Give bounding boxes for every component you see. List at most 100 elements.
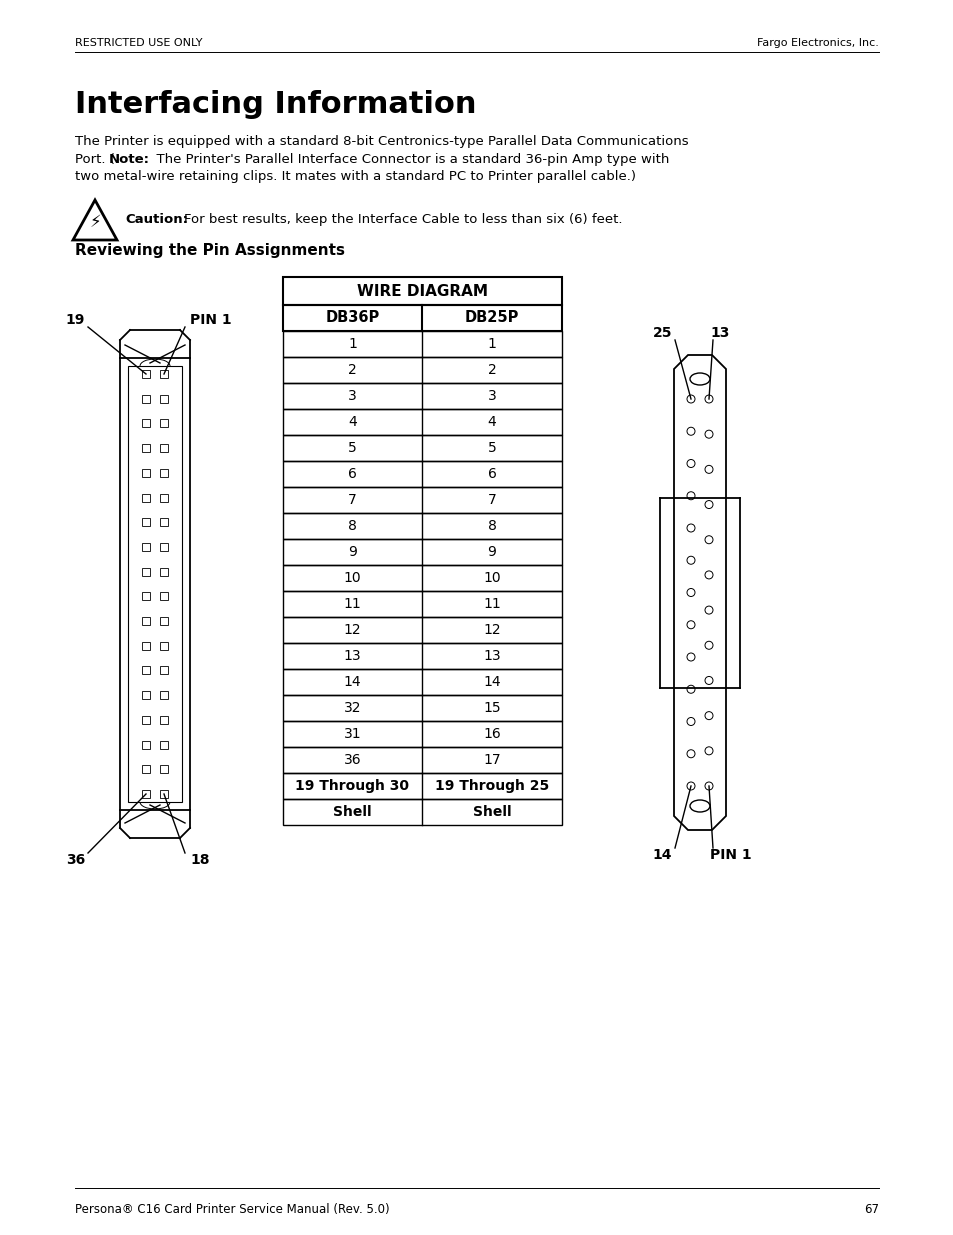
Bar (160, 519, 168, 526)
Text: 19: 19 (66, 312, 85, 327)
Text: 9: 9 (348, 545, 356, 559)
Bar (283, 618, 561, 643)
Text: 7: 7 (487, 493, 496, 508)
Text: 19 Through 25: 19 Through 25 (435, 779, 549, 793)
Text: ⚡: ⚡ (89, 212, 101, 231)
Text: 6: 6 (487, 467, 496, 480)
Text: 2: 2 (348, 363, 356, 377)
Text: Shell: Shell (472, 805, 511, 819)
Bar (160, 543, 168, 551)
Bar (283, 695, 561, 721)
Text: PIN 1: PIN 1 (709, 848, 751, 862)
Bar (160, 618, 168, 625)
Bar (160, 445, 168, 452)
Bar (160, 667, 168, 674)
Text: 14: 14 (652, 848, 671, 862)
Bar (142, 494, 150, 501)
Text: 36: 36 (343, 753, 361, 767)
Text: 12: 12 (482, 622, 500, 637)
Bar (142, 741, 150, 748)
Text: 8: 8 (487, 519, 496, 534)
Text: Fargo Electronics, Inc.: Fargo Electronics, Inc. (757, 38, 878, 48)
Bar (283, 513, 561, 538)
Bar (283, 305, 561, 331)
Text: Reviewing the Pin Assignments: Reviewing the Pin Assignments (75, 243, 345, 258)
Bar (283, 669, 561, 695)
Bar (142, 790, 150, 798)
Bar (283, 592, 561, 618)
Text: 6: 6 (348, 467, 356, 480)
Bar (128, 366, 182, 802)
Bar (142, 667, 150, 674)
Text: 5: 5 (348, 441, 356, 454)
Text: 3: 3 (487, 389, 496, 403)
Text: WIRE DIAGRAM: WIRE DIAGRAM (356, 284, 488, 299)
Text: 36: 36 (66, 853, 85, 867)
Bar (283, 331, 561, 357)
Bar (142, 543, 150, 551)
Bar (283, 461, 561, 487)
Text: 8: 8 (348, 519, 356, 534)
Bar (283, 721, 561, 747)
Text: Persona® C16 Card Printer Service Manual (Rev. 5.0): Persona® C16 Card Printer Service Manual… (75, 1203, 389, 1216)
Text: 19 Through 30: 19 Through 30 (295, 779, 409, 793)
Text: 5: 5 (487, 441, 496, 454)
Bar (160, 420, 168, 427)
Text: 11: 11 (343, 597, 361, 611)
Bar (283, 277, 561, 305)
Text: Shell: Shell (333, 805, 372, 819)
Text: 9: 9 (487, 545, 496, 559)
Text: Interfacing Information: Interfacing Information (75, 90, 476, 119)
Bar (142, 395, 150, 403)
Text: 32: 32 (343, 701, 361, 715)
Text: 14: 14 (343, 676, 361, 689)
Bar (142, 568, 150, 576)
Text: For best results, keep the Interface Cable to less than six (6) feet.: For best results, keep the Interface Cab… (184, 212, 622, 226)
Text: RESTRICTED USE ONLY: RESTRICTED USE ONLY (75, 38, 202, 48)
Text: 4: 4 (487, 415, 496, 429)
Text: 10: 10 (343, 571, 361, 585)
Text: 16: 16 (482, 727, 500, 741)
Bar (283, 773, 561, 799)
Text: 10: 10 (482, 571, 500, 585)
Bar (283, 564, 561, 592)
Bar (160, 692, 168, 699)
Text: 15: 15 (482, 701, 500, 715)
Bar (283, 409, 561, 435)
Bar (283, 538, 561, 564)
Text: PIN 1: PIN 1 (190, 312, 232, 327)
Bar (160, 593, 168, 600)
Text: 11: 11 (482, 597, 500, 611)
Text: 1: 1 (348, 337, 356, 351)
Text: Caution:: Caution: (125, 212, 188, 226)
Bar (142, 519, 150, 526)
Bar (160, 370, 168, 378)
Bar (160, 642, 168, 650)
Bar (283, 487, 561, 513)
Bar (160, 494, 168, 501)
Text: DB36P: DB36P (325, 310, 379, 326)
Text: 12: 12 (343, 622, 361, 637)
Bar (160, 568, 168, 576)
Text: 2: 2 (487, 363, 496, 377)
Text: The Printer's Parallel Interface Connector is a standard 36-pin Amp type with: The Printer's Parallel Interface Connect… (148, 153, 669, 165)
Bar (283, 747, 561, 773)
Bar (142, 593, 150, 600)
Text: 3: 3 (348, 389, 356, 403)
Bar (142, 370, 150, 378)
Bar (160, 741, 168, 748)
Text: 25: 25 (652, 326, 671, 340)
Bar (283, 435, 561, 461)
Bar (142, 445, 150, 452)
Text: 7: 7 (348, 493, 356, 508)
Bar (160, 469, 168, 477)
Bar (142, 716, 150, 724)
Bar (283, 383, 561, 409)
Bar (142, 420, 150, 427)
Bar (160, 395, 168, 403)
Bar (142, 692, 150, 699)
Text: 13: 13 (343, 650, 361, 663)
Bar (142, 766, 150, 773)
Text: DB25P: DB25P (464, 310, 518, 326)
Bar (142, 618, 150, 625)
